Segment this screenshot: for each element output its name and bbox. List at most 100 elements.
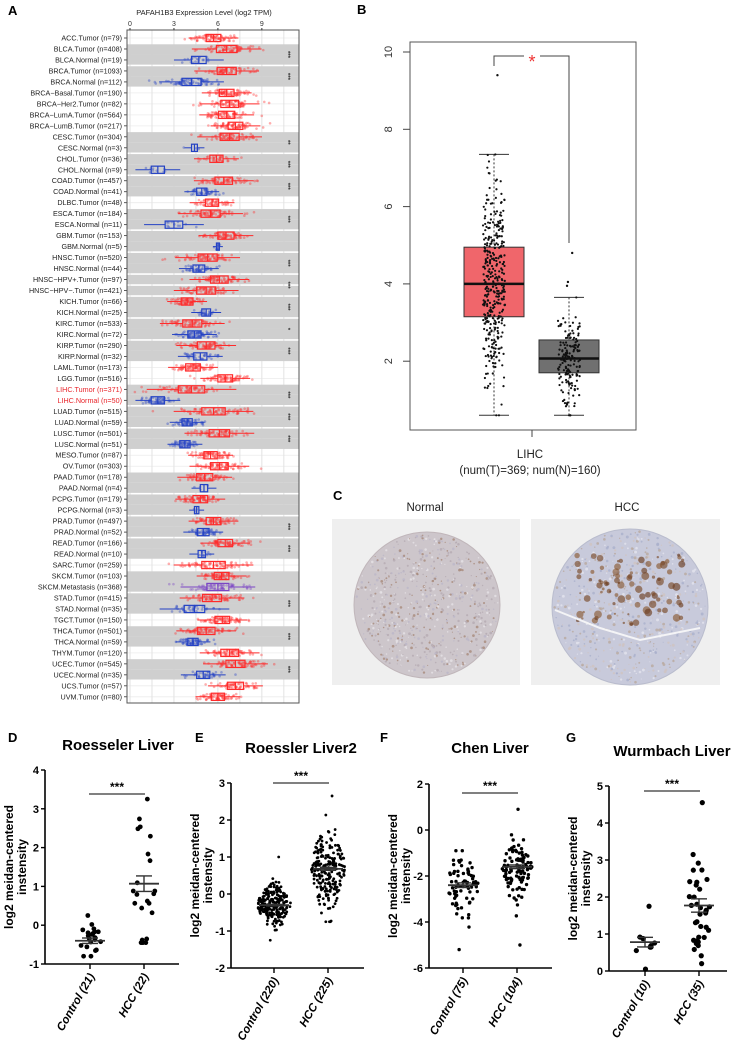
data-point: [488, 270, 491, 274]
data-point: [233, 378, 236, 382]
data-point: [159, 401, 163, 404]
data-point: [482, 265, 485, 268]
row-label: CHOL.Normal (n=9): [58, 165, 122, 174]
data-point: [199, 255, 202, 258]
data-point: [222, 233, 225, 236]
data-point: [192, 308, 196, 312]
data-point: [209, 38, 212, 42]
data-point: [187, 419, 191, 423]
data-point: [197, 67, 201, 70]
data-point: [213, 232, 217, 236]
data-point: [248, 49, 252, 53]
box-row-hnsc: [161, 253, 241, 262]
data-point: [220, 463, 224, 467]
data-point: [221, 49, 225, 52]
data-point: [239, 123, 243, 126]
data-point: [492, 281, 495, 284]
data-point: [197, 418, 201, 421]
tissue-speck: [447, 554, 450, 556]
data-point: [180, 277, 184, 281]
data-point: [200, 572, 204, 576]
data-point: [214, 110, 218, 114]
data-point: [235, 374, 239, 378]
data-point: [228, 39, 232, 43]
data-point: [237, 116, 240, 120]
tissue-speck: [393, 546, 395, 549]
tissue-speck: [444, 563, 446, 565]
data-point: [163, 386, 166, 390]
data-point: [204, 189, 207, 192]
row-label: COAD.Normal (n=41): [53, 187, 122, 196]
tissue-speck: [425, 629, 427, 631]
data-point: [214, 539, 218, 543]
data-point: [218, 234, 221, 237]
row-label: LIHC.Normal (n=50): [57, 396, 122, 405]
tissue-speck: [417, 637, 420, 640]
box-row-luad: [166, 418, 207, 427]
tissue-speck: [418, 629, 422, 633]
tissue-speck: [477, 604, 479, 606]
data-point: [195, 320, 198, 323]
data-point: [493, 305, 496, 309]
data-point: [193, 561, 197, 565]
data-point: [181, 299, 184, 303]
data-point: [188, 388, 191, 392]
data-point: [484, 316, 487, 320]
box-row-hnsc: [178, 264, 221, 273]
tissue-speck: [389, 586, 392, 589]
box-row-kich: [165, 297, 208, 306]
data-point: [213, 200, 217, 204]
data-point: [499, 245, 502, 249]
tissue-speck: [391, 644, 395, 648]
data-point: [219, 181, 223, 185]
data-point: [208, 287, 212, 290]
panel-letter-e: E: [195, 730, 204, 745]
box-row-laml: [168, 363, 218, 372]
data-point: [564, 341, 568, 344]
data-point: [202, 630, 206, 634]
tissue-speck: [367, 627, 371, 631]
data-point: [494, 362, 497, 365]
tissue-speck: [361, 575, 363, 577]
tissue-speck: [392, 558, 396, 562]
data-point: [193, 418, 196, 422]
data-point: [193, 385, 196, 389]
significance-marker: ***: [284, 523, 290, 531]
box-row-lgg: [188, 374, 254, 383]
tissue-speck: [391, 621, 394, 624]
tissue-speck: [461, 595, 464, 599]
tissue-speck: [379, 605, 381, 607]
data-point: [204, 214, 208, 217]
data-point: [185, 253, 189, 257]
data-point: [203, 255, 207, 259]
data-point: [272, 662, 276, 666]
data-point: [209, 681, 213, 685]
data-point: [237, 46, 241, 49]
data-point: [194, 210, 198, 213]
data-point: [236, 412, 239, 416]
data-point: [221, 257, 225, 261]
data-point: [501, 226, 504, 229]
tissue-speck: [424, 589, 427, 592]
data-point: [186, 385, 189, 389]
data-point: [212, 210, 216, 214]
data-point: [498, 311, 501, 314]
box-row-chol: [194, 154, 243, 164]
tissue-speck: [394, 574, 397, 577]
data-point: [197, 363, 200, 367]
data-point: [186, 366, 190, 370]
data-point: [184, 265, 188, 268]
data-point: [195, 267, 198, 271]
data-point: [204, 275, 208, 279]
data-point: [171, 444, 175, 448]
box-row-esca: [144, 220, 204, 229]
data-point: [491, 316, 495, 320]
data-point: [226, 136, 230, 140]
data-point: [214, 35, 217, 39]
data-point: [498, 347, 501, 350]
tissue-speck: [373, 600, 376, 603]
data-point: [227, 114, 231, 118]
tissue-speck: [486, 588, 488, 590]
tissue-speck: [431, 595, 433, 597]
data-point: [197, 198, 201, 202]
